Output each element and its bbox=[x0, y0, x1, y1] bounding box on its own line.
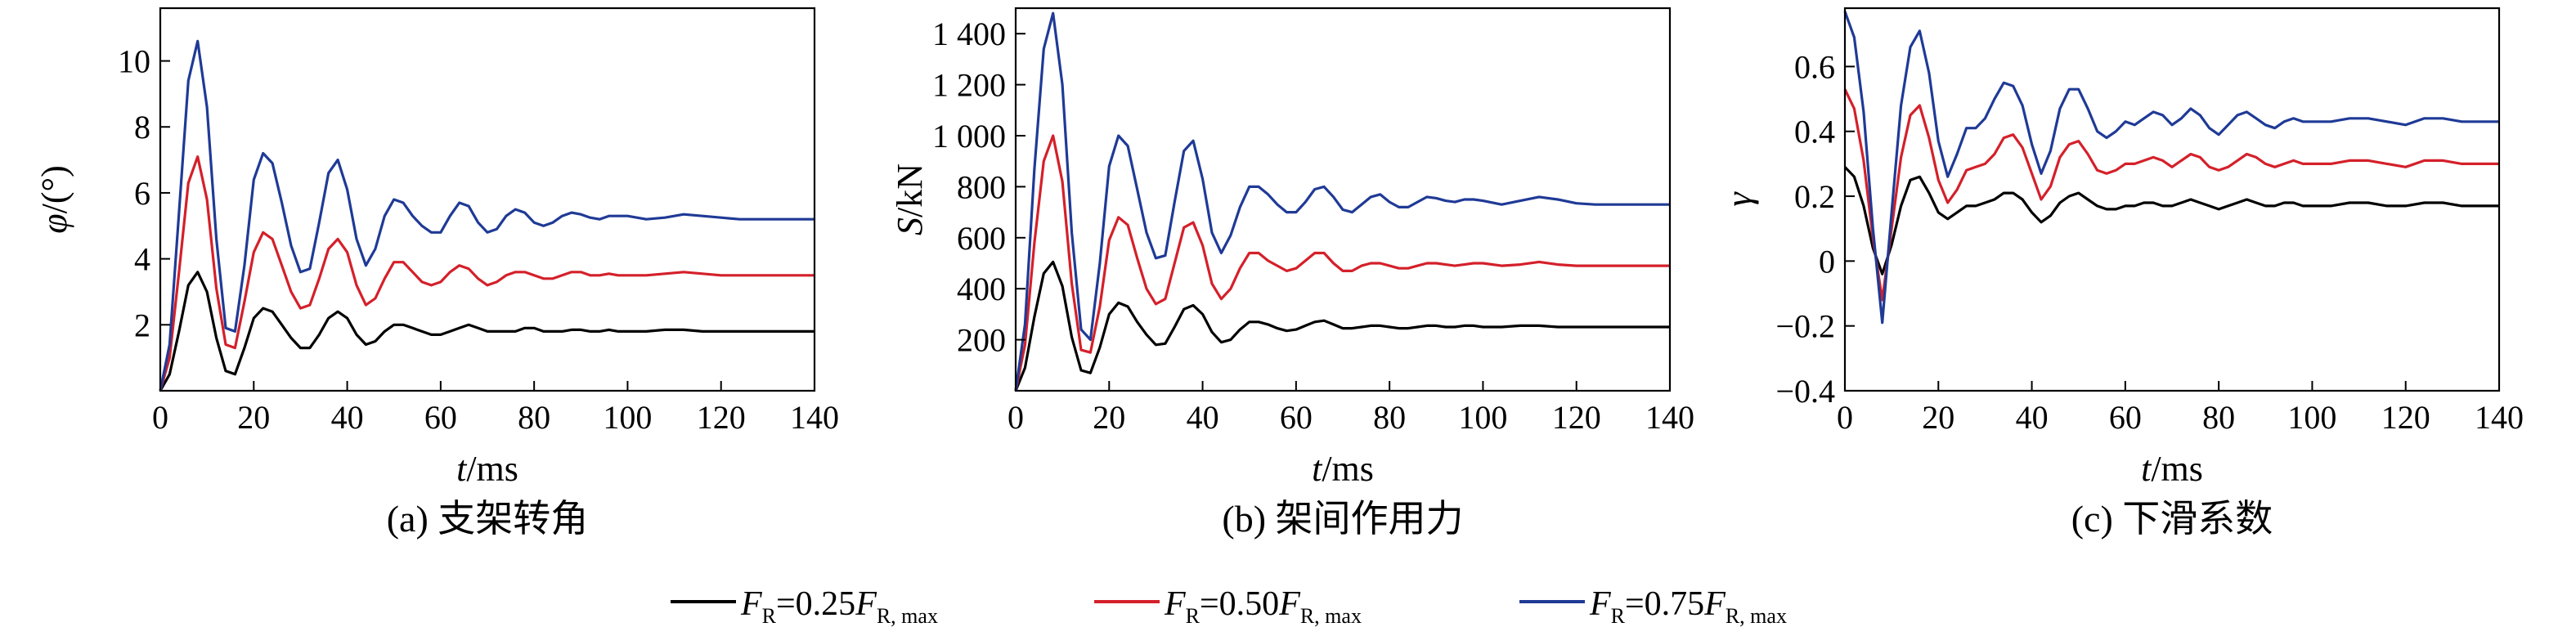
legend-item: FR=0.50FR, max bbox=[1094, 585, 1362, 628]
x-tick-label: 0 bbox=[152, 399, 168, 436]
x-tick-label: 80 bbox=[2202, 399, 2235, 436]
y-tick-label: 200 bbox=[957, 322, 1006, 359]
y-tick-label: −0.4 bbox=[1775, 373, 1835, 410]
y-tick-label: 0.2 bbox=[1794, 178, 1835, 215]
series-line bbox=[1014, 134, 1670, 392]
series-line bbox=[1843, 11, 2499, 325]
y-tick-label: 2 bbox=[134, 307, 150, 343]
series-line bbox=[1843, 88, 2499, 302]
y-tick-label: 4 bbox=[134, 241, 150, 278]
series-line bbox=[1014, 260, 1670, 392]
legend: FR=0.25FR, max FR=0.50FR, max FR=0.75FR,… bbox=[671, 585, 1787, 628]
legend-item: FR=0.25FR, max bbox=[671, 585, 938, 628]
x-tick-label: 40 bbox=[2016, 399, 2049, 436]
legend-label: FR=0.50FR, max bbox=[1164, 585, 1362, 628]
y-axis-label: S/kN bbox=[890, 163, 930, 235]
y-tick-label: 0.6 bbox=[1794, 48, 1835, 85]
x-tick-label: 60 bbox=[1280, 399, 1313, 436]
plot-frame bbox=[1014, 7, 1672, 392]
y-tick-label: 1 200 bbox=[932, 67, 1006, 104]
panel-caption: (b) 架间作用力 bbox=[1222, 498, 1463, 540]
x-tick-label: 80 bbox=[518, 399, 550, 436]
x-tick-label: 40 bbox=[1187, 399, 1219, 436]
x-axis-label: t/ms bbox=[2141, 449, 2203, 489]
y-tick-label: 1 000 bbox=[932, 118, 1006, 155]
x-tick-label: 0 bbox=[1837, 399, 1853, 436]
chart-panel: 0 20 40 60 80 100 120 140 −0.4 −0.2 0 0.2 0.4 0.6 t/ms… bbox=[1719, 7, 2524, 540]
x-tick-label: 60 bbox=[424, 399, 457, 436]
series-line bbox=[159, 271, 815, 392]
x-tick-label: 20 bbox=[1093, 399, 1125, 436]
legend-label: FR=0.25FR, max bbox=[740, 585, 938, 628]
x-tick-label: 100 bbox=[2287, 399, 2336, 436]
x-tick-label: 140 bbox=[2475, 399, 2524, 436]
series-line bbox=[1843, 166, 2499, 275]
y-tick-label: 6 bbox=[134, 175, 150, 212]
y-tick-label: 1 400 bbox=[932, 16, 1006, 52]
y-tick-label: 400 bbox=[957, 271, 1006, 307]
x-tick-label: 140 bbox=[1645, 399, 1694, 436]
legend-label: FR=0.75FR, max bbox=[1589, 585, 1787, 628]
x-tick-label: 80 bbox=[1373, 399, 1406, 436]
panel-caption: (c) 下滑系数 bbox=[2071, 498, 2273, 540]
x-axis-label: t/ms bbox=[456, 449, 518, 489]
y-tick-label: 0 bbox=[1819, 243, 1835, 280]
y-tick-label: 10 bbox=[118, 43, 150, 80]
x-tick-label: 40 bbox=[331, 399, 364, 436]
x-tick-label: 0 bbox=[1008, 399, 1024, 436]
x-tick-label: 120 bbox=[1552, 399, 1601, 436]
plot-frame bbox=[1843, 7, 2501, 392]
chart-panel: 0 20 40 60 80 100 120 140 200 400 600 800 1 000 1 200… bbox=[890, 7, 1694, 540]
series-line bbox=[1014, 11, 1670, 392]
x-tick-label: 20 bbox=[1922, 399, 1954, 436]
x-axis-label: t/ms bbox=[1312, 449, 1374, 489]
y-tick-label: −0.2 bbox=[1775, 308, 1835, 345]
x-tick-label: 60 bbox=[2109, 399, 2142, 436]
panel-caption: (a) 支架转角 bbox=[387, 498, 589, 540]
y-tick-label: 8 bbox=[134, 109, 150, 146]
y-tick-label: 0.4 bbox=[1794, 114, 1835, 150]
y-tick-label: 800 bbox=[957, 168, 1006, 205]
plot-frame bbox=[159, 7, 816, 392]
x-tick-label: 120 bbox=[2381, 399, 2430, 436]
y-axis-label: γ bbox=[1719, 191, 1759, 207]
series-line bbox=[159, 39, 815, 392]
x-tick-label: 100 bbox=[1458, 399, 1507, 436]
x-tick-label: 120 bbox=[697, 399, 746, 436]
x-tick-label: 100 bbox=[603, 399, 652, 436]
x-tick-label: 140 bbox=[790, 399, 839, 436]
y-tick-label: 600 bbox=[957, 220, 1006, 257]
legend-item: FR=0.75FR, max bbox=[1519, 585, 1787, 628]
chart-panel: 0 20 40 60 80 100 120 140 2 4 6 8 10 t/ms φ/(°) (a) 支架转… bbox=[34, 7, 839, 540]
chart-panels: 0 20 40 60 80 100 120 140 2 4 6 8 10 t/ms φ/(°) (a) 支架转… bbox=[34, 7, 2524, 540]
y-axis-label: φ/(°) bbox=[34, 165, 74, 233]
x-tick-label: 20 bbox=[237, 399, 270, 436]
series-line bbox=[159, 155, 815, 392]
